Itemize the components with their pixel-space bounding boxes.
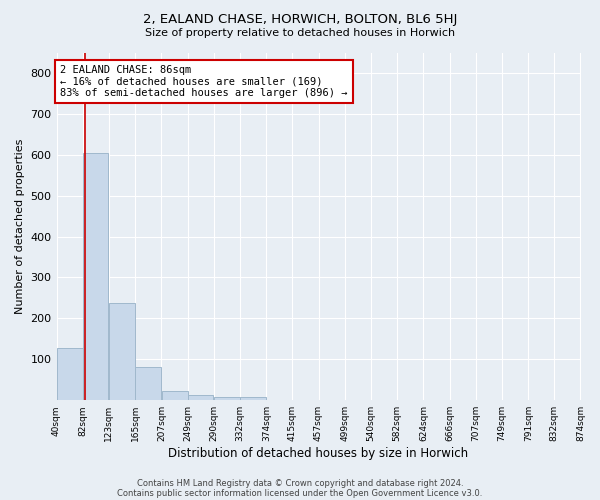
Text: Contains HM Land Registry data © Crown copyright and database right 2024.: Contains HM Land Registry data © Crown c… — [137, 478, 463, 488]
Text: 2, EALAND CHASE, HORWICH, BOLTON, BL6 5HJ: 2, EALAND CHASE, HORWICH, BOLTON, BL6 5H… — [143, 12, 457, 26]
Bar — [136, 368, 161, 400]
Bar — [57, 348, 83, 400]
Bar — [214, 396, 240, 400]
Text: 2 EALAND CHASE: 86sqm
← 16% of detached houses are smaller (169)
83% of semi-det: 2 EALAND CHASE: 86sqm ← 16% of detached … — [61, 65, 348, 98]
Bar — [162, 391, 188, 400]
X-axis label: Distribution of detached houses by size in Horwich: Distribution of detached houses by size … — [169, 447, 469, 460]
Y-axis label: Number of detached properties: Number of detached properties — [15, 138, 25, 314]
Bar — [109, 303, 135, 400]
Bar — [188, 395, 214, 400]
Bar — [83, 152, 109, 400]
Bar — [240, 396, 266, 400]
Text: Size of property relative to detached houses in Horwich: Size of property relative to detached ho… — [145, 28, 455, 38]
Text: Contains public sector information licensed under the Open Government Licence v3: Contains public sector information licen… — [118, 488, 482, 498]
